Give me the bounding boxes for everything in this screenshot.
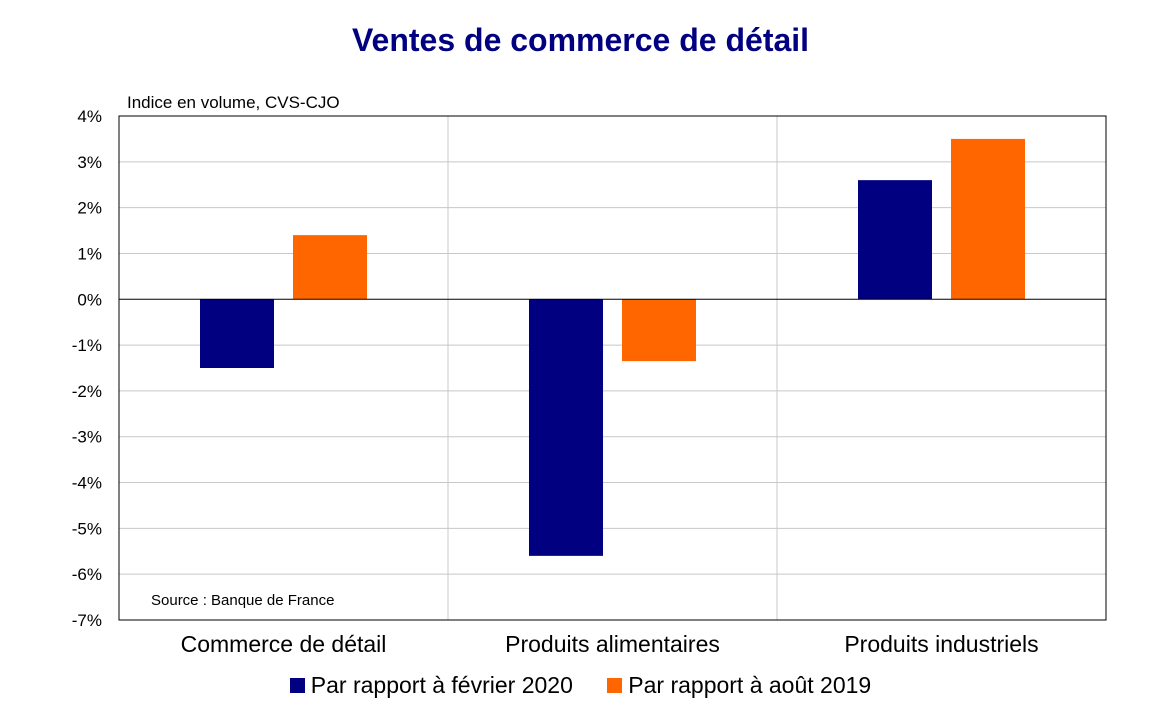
legend-item-aout: Par rapport à août 2019 bbox=[607, 672, 871, 699]
chart-title: Ventes de commerce de détail bbox=[351, 22, 810, 58]
bar-series0-cat2 bbox=[858, 180, 932, 300]
y-tick-label-6: -2% bbox=[72, 382, 102, 401]
y-tick-label-2: 2% bbox=[77, 199, 102, 218]
bar-series1-cat1 bbox=[622, 299, 696, 362]
y-tick-label-10: -6% bbox=[72, 565, 102, 584]
y-tick-label-5: -1% bbox=[72, 336, 102, 355]
bar-series0-cat0 bbox=[200, 299, 274, 368]
legend-swatch-aout bbox=[607, 678, 623, 693]
y-tick-label-1: 3% bbox=[77, 153, 102, 172]
y-tick-label-8: -4% bbox=[72, 474, 102, 493]
bar-series1-cat0 bbox=[293, 235, 367, 300]
x-tick-label-0: Commerce de détail bbox=[181, 631, 387, 657]
y-tick-label-0: 4% bbox=[77, 107, 102, 126]
chart-subtitle: Indice en volume, CVS-CJO bbox=[127, 93, 340, 112]
y-tick-label-4: 0% bbox=[77, 290, 102, 309]
y-tick-label-9: -5% bbox=[72, 519, 102, 538]
legend-label-aout: Par rapport à août 2019 bbox=[628, 672, 872, 698]
y-tick-label-3: 1% bbox=[77, 244, 102, 263]
bar-series1-cat2 bbox=[951, 138, 1025, 300]
y-tick-label-11: -7% bbox=[72, 611, 102, 630]
legend: Par rapport à février 2020 Par rapport à… bbox=[0, 672, 1161, 699]
legend-label-fevrier: Par rapport à février 2020 bbox=[310, 672, 573, 698]
x-tick-label-2: Produits industriels bbox=[844, 631, 1038, 657]
bar-series0-cat1 bbox=[529, 299, 603, 556]
x-tick-label-1: Produits alimentaires bbox=[505, 631, 720, 657]
legend-item-fevrier: Par rapport à février 2020 bbox=[289, 672, 573, 699]
y-tick-label-7: -3% bbox=[72, 428, 102, 447]
source-note: Source : Banque de France bbox=[151, 592, 335, 609]
plot-frame bbox=[118, 115, 1107, 621]
legend-swatch-fevrier bbox=[289, 678, 305, 693]
